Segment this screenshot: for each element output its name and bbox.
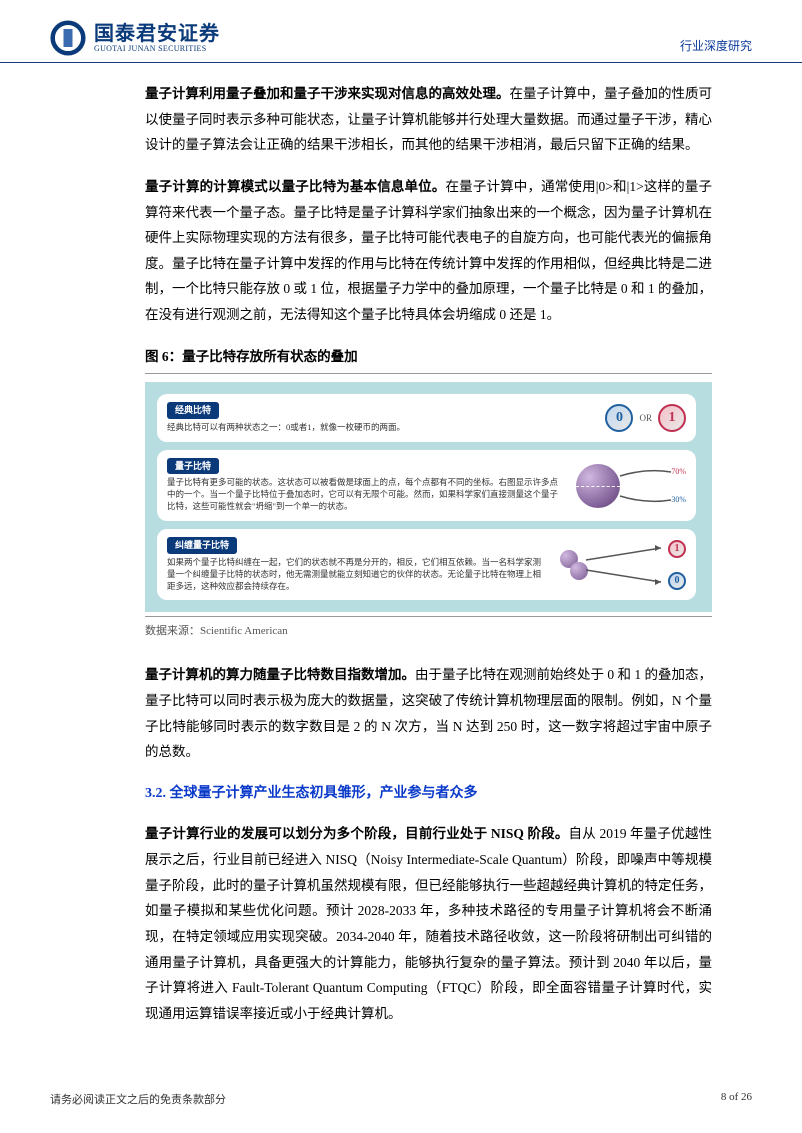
- infobox3-tag: 纠缠量子比特: [167, 537, 237, 554]
- infobox1-tag: 经典比特: [167, 402, 219, 419]
- paragraph-1: 量子计算利用量子叠加和量子干涉来实现对信息的高效处理。在量子计算中，量子叠加的性…: [145, 81, 712, 158]
- figure6-title: 图 6：量子比特存放所有状态的叠加: [145, 344, 712, 375]
- infobox2-tag: 量子比特: [167, 458, 219, 475]
- figure6-source: 数据来源：Scientific American: [145, 616, 712, 642]
- para4-rest: 自从 2019 年量子优越性展示之后，行业目前已经进入 NISQ（Noisy I…: [145, 826, 712, 1020]
- infobox1-graphic: 0 OR 1: [605, 404, 686, 432]
- para1-lead: 量子计算利用量子叠加和量子干涉来实现对信息的高效处理。: [145, 86, 510, 101]
- infobox2-text: 量子比特 量子比特有更多可能的状态。这状态可以被看做是球面上的点，每个点都有不同…: [167, 458, 562, 513]
- page-footer: 请务必阅读正文之后的免责条款部分 8 of 26: [0, 1091, 802, 1107]
- logo-text: 国泰君安证券 GUOTAI JUNAN SECURITIES: [94, 23, 220, 54]
- paragraph-3: 量子计算机的算力随量子比特数目指数增加。由于量子比特在观测前始终处于 0 和 1…: [145, 662, 712, 765]
- page-header: 国泰君安证券 GUOTAI JUNAN SECURITIES 行业深度研究: [0, 0, 802, 63]
- footer-page-number: 8 of 26: [721, 1091, 752, 1107]
- infobox3-desc: 如果两个量子比特纠缠在一起，它们的状态就不再是分开的，相反，它们相互依赖。当一名…: [167, 557, 541, 591]
- infobox-classical-bit: 经典比特 经典比特可以有两种状态之一：0或者1，就像一枚硬币的两面。 0 OR …: [157, 394, 696, 441]
- coin-one-icon: 1: [658, 404, 686, 432]
- entangled-end-0: 0: [668, 572, 686, 590]
- footer-disclaimer: 请务必阅读正文之后的免责条款部分: [50, 1091, 226, 1107]
- infobox3-graphic: 1 0: [556, 540, 686, 590]
- entangled-end-1: 1: [668, 540, 686, 558]
- coin-zero-icon: 0: [605, 404, 633, 432]
- para3-lead: 量子计算机的算力随量子比特数目指数增加。: [145, 667, 415, 682]
- para2-rest: 在量子计算中，通常使用|0>和|1>这样的量子算符来代表一个量子态。量子比特是量…: [145, 179, 712, 322]
- infobox2-desc: 量子比特有更多可能的状态。这状态可以被看做是球面上的点，每个点都有不同的坐标。右…: [167, 477, 558, 511]
- content-body: 量子计算利用量子叠加和量子干涉来实现对信息的高效处理。在量子计算中，量子叠加的性…: [0, 63, 802, 1027]
- logo-cn: 国泰君安证券: [94, 23, 220, 45]
- paragraph-4: 量子计算行业的发展可以划分为多个阶段，目前行业处于 NISQ 阶段。自从 201…: [145, 821, 712, 1026]
- doc-type-label: 行业深度研究: [680, 37, 752, 56]
- logo-en: GUOTAI JUNAN SECURITIES: [94, 45, 220, 54]
- infobox1-desc: 经典比特可以有两种状态之一：0或者1，就像一枚硬币的两面。: [167, 422, 405, 432]
- company-logo-icon: [50, 20, 86, 56]
- infobox-entangled: 纠缠量子比特 如果两个量子比特纠缠在一起，它们的状态就不再是分开的，相反，它们相…: [157, 529, 696, 600]
- infobox-qubit: 量子比特 量子比特有更多可能的状态。这状态可以被看做是球面上的点，每个点都有不同…: [157, 450, 696, 521]
- infobox2-graphic: 70% 30%: [576, 462, 686, 510]
- paragraph-2: 量子计算的计算模式以量子比特为基本信息单位。在量子计算中，通常使用|0>和|1>…: [145, 174, 712, 328]
- logo-block: 国泰君安证券 GUOTAI JUNAN SECURITIES: [50, 20, 220, 56]
- figure6-block: 经典比特 经典比特可以有两种状态之一：0或者1，就像一枚硬币的两面。 0 OR …: [145, 382, 712, 612]
- para2-lead: 量子计算的计算模式以量子比特为基本信息单位。: [145, 179, 446, 194]
- qubit-pct-30: 30%: [671, 492, 686, 507]
- coin-or-label: OR: [639, 410, 652, 427]
- para4-lead: 量子计算行业的发展可以划分为多个阶段，目前行业处于 NISQ 阶段。: [145, 826, 569, 841]
- section-3-2-heading: 3.2. 全球量子计算产业生态初具雏形，产业参与者众多: [145, 781, 712, 808]
- infobox3-text: 纠缠量子比特 如果两个量子比特纠缠在一起，它们的状态就不再是分开的，相反，它们相…: [167, 537, 542, 592]
- qubit-pct-70: 70%: [671, 464, 686, 479]
- infobox1-text: 经典比特 经典比特可以有两种状态之一：0或者1，就像一枚硬币的两面。: [167, 402, 591, 433]
